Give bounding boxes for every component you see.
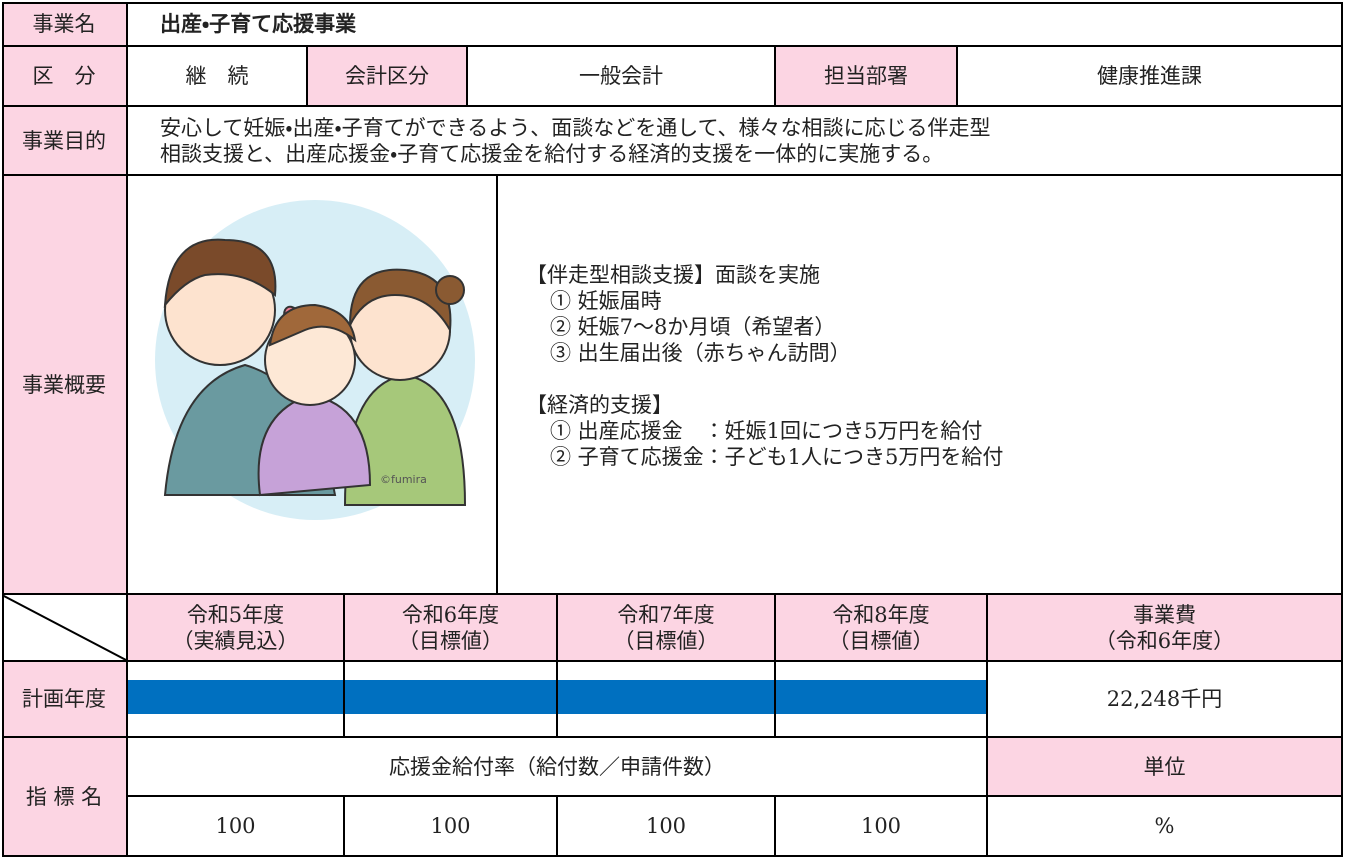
year-header-line: （目標値）	[613, 628, 719, 653]
year-header-line: （実績見込）	[172, 628, 299, 653]
purpose-line: 相談支援と、出産応援金・子育て応援金を給付する経済的支援を一体的に実施する。	[160, 141, 944, 166]
schedule-bar	[345, 680, 556, 714]
label-cell: 担当部署	[776, 47, 958, 107]
year-header: 令和8年度 （目標値）	[776, 595, 988, 662]
purpose-line: 安心して妊娠・出産・子育てができるよう、面談などを通して、様々な相談に応じる伴走…	[160, 115, 991, 140]
corner-cell	[2, 595, 128, 662]
label-cell: 事業目的	[2, 107, 128, 176]
indicator-value: 100	[128, 797, 345, 857]
section-item: ② 子育て応援金：子ども1人につき5万円を給付	[550, 445, 1004, 469]
year-header: 令和7年度 （目標値）	[558, 595, 776, 662]
label-cell: 計画年度	[2, 662, 128, 738]
cost-header-line: 事業費	[1133, 602, 1196, 627]
section-heading: 【伴走型相談支援】面談を実施	[526, 263, 820, 287]
image-cell	[128, 176, 498, 595]
overview-text: 【伴走型相談支援】面談を実施 ① 妊娠届時 ② 妊娠7～8か月頃（希望者） ③ 出生届…	[498, 176, 1343, 595]
department: 健康推進課	[958, 47, 1343, 107]
plan-cell	[776, 662, 988, 738]
year-header-line: 令和7年度	[617, 602, 715, 627]
label-cell: 事業名	[2, 2, 128, 47]
section-item: ③ 出生届出後（赤ちゃん訪問）	[550, 341, 851, 365]
label-cell: 会計区分	[308, 47, 468, 107]
section-item: ① 出産応援金 ：妊娠1回につき5万円を給付	[550, 419, 983, 443]
plan-cell	[345, 662, 558, 738]
schedule-bar	[558, 680, 774, 714]
cost-header: 事業費 （令和6年度）	[988, 595, 1343, 662]
label-cell: 指 標 名	[2, 738, 128, 857]
indicator-value: 100	[558, 797, 776, 857]
image-credit: ©fumira	[380, 473, 427, 486]
year-header-line: 令和8年度	[832, 602, 930, 627]
indicator-unit: %	[988, 797, 1343, 857]
family-illustration: ©fumira	[155, 200, 475, 520]
section-item: ② 妊娠7～8か月頃（希望者）	[550, 315, 836, 339]
diagonal	[2, 595, 126, 660]
label-cell: 事業概要	[2, 176, 128, 595]
plan-cell	[558, 662, 776, 738]
section-heading: 【経済的支援】	[526, 393, 673, 417]
cost: 22,248千円	[988, 662, 1343, 738]
label-cell: 単位	[988, 738, 1343, 797]
schedule-bar	[776, 680, 986, 714]
indicator-name: 応援金給付率（給付数／申請件数）	[128, 738, 988, 797]
plan-cell	[128, 662, 345, 738]
status: 継 続	[128, 47, 308, 107]
year-header-line: 令和5年度	[186, 602, 285, 627]
year-header-line: （目標値）	[398, 628, 503, 653]
year-header-line: 令和6年度	[401, 602, 500, 627]
project-name: 出産・子育て応援事業	[128, 2, 1343, 47]
schedule-bar	[128, 680, 343, 714]
label-cell: 区 分	[2, 47, 128, 107]
indicator-value: 100	[345, 797, 558, 857]
cost-header-line: （令和6年度）	[1094, 628, 1235, 653]
year-header: 令和5年度 （実績見込）	[128, 595, 345, 662]
indicator-value: 100	[776, 797, 988, 857]
year-header-line: （目標値）	[828, 628, 934, 653]
purpose-text: 安心して妊娠・出産・子育てができるよう、面談などを通して、様々な相談に応じる伴走…	[128, 107, 1343, 176]
section-item: ① 妊娠届時	[550, 289, 662, 313]
year-header: 令和6年度 （目標値）	[345, 595, 558, 662]
accounting: 一般会計	[468, 47, 776, 107]
